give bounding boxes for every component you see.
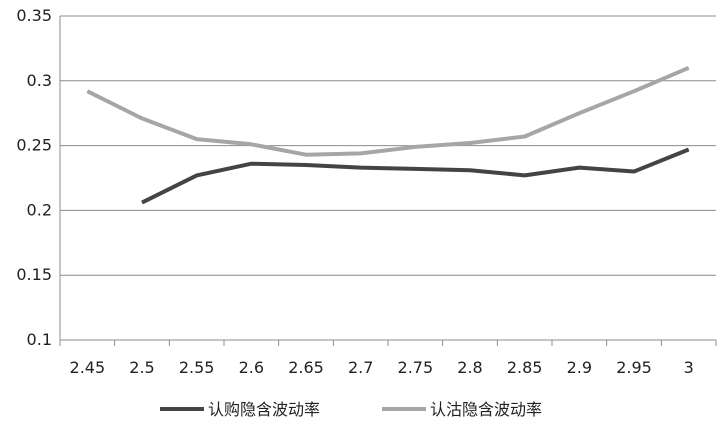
- data-point-s0-11: [687, 147, 691, 151]
- data-point-s1-11: [687, 66, 691, 70]
- x-tick-label: 3: [684, 358, 694, 377]
- data-point-s1-8: [523, 135, 527, 139]
- y-tick-label: 0.35: [16, 6, 52, 25]
- x-tick-label: 2.75: [398, 358, 434, 377]
- x-tick-label: 2.45: [70, 358, 106, 377]
- data-point-s0-4: [304, 163, 308, 167]
- legend: 认购隐含波动率 认沽隐含波动率: [160, 400, 542, 419]
- data-point-s1-4: [304, 153, 308, 157]
- data-point-s0-6: [413, 167, 417, 171]
- x-tick-label: 2.6: [239, 358, 264, 377]
- data-point-s1-6: [413, 145, 417, 149]
- data-point-s0-8: [523, 173, 527, 177]
- data-point-s0-2: [195, 173, 199, 177]
- data-point-s0-9: [577, 166, 581, 170]
- x-tick-label: 2.9: [567, 358, 592, 377]
- data-point-s0-10: [632, 170, 636, 174]
- x-tick-label: 2.65: [288, 358, 324, 377]
- legend-label-1: 认沽隐含波动率: [430, 400, 542, 419]
- x-tick-label: 2.8: [457, 358, 482, 377]
- x-tick-label: 2.85: [507, 358, 543, 377]
- data-point-s0-3: [249, 162, 253, 166]
- data-point-s0-1: [140, 201, 144, 205]
- y-tick-label: 0.15: [16, 265, 52, 284]
- series-lines: [85, 65, 691, 205]
- data-point-s1-2: [195, 137, 199, 141]
- x-tick-label: 2.95: [616, 358, 652, 377]
- x-tick-label: 2.55: [179, 358, 215, 377]
- legend-label-0: 认购隐含波动率: [208, 400, 320, 419]
- data-point-s1-1: [140, 116, 144, 120]
- series-line-0: [141, 147, 690, 205]
- gridlines: [60, 15, 716, 341]
- data-point-s1-5: [359, 151, 363, 155]
- tick-labels: 0.1 0.15 0.2 0.25 0.3 0.35 2.45 2.5 2.55 2.6 2.65 2…: [16, 6, 693, 377]
- data-point-s1-7: [468, 141, 472, 145]
- axes: [59, 16, 717, 346]
- x-tick-label: 2.5: [129, 358, 154, 377]
- x-tick-label: 2.7: [348, 358, 373, 377]
- data-point-s1-9: [577, 111, 581, 115]
- series-line-1: [86, 65, 690, 157]
- data-point-s1-0: [85, 89, 89, 93]
- y-tick-label: 0.1: [27, 330, 52, 349]
- data-point-s0-7: [468, 168, 472, 172]
- y-tick-label: 0.2: [27, 200, 52, 219]
- y-tick-label: 0.3: [27, 71, 52, 90]
- y-tick-label: 0.25: [16, 136, 52, 155]
- data-point-s0-5: [359, 166, 363, 170]
- data-point-s1-10: [632, 89, 636, 93]
- data-point-s1-3: [249, 142, 253, 146]
